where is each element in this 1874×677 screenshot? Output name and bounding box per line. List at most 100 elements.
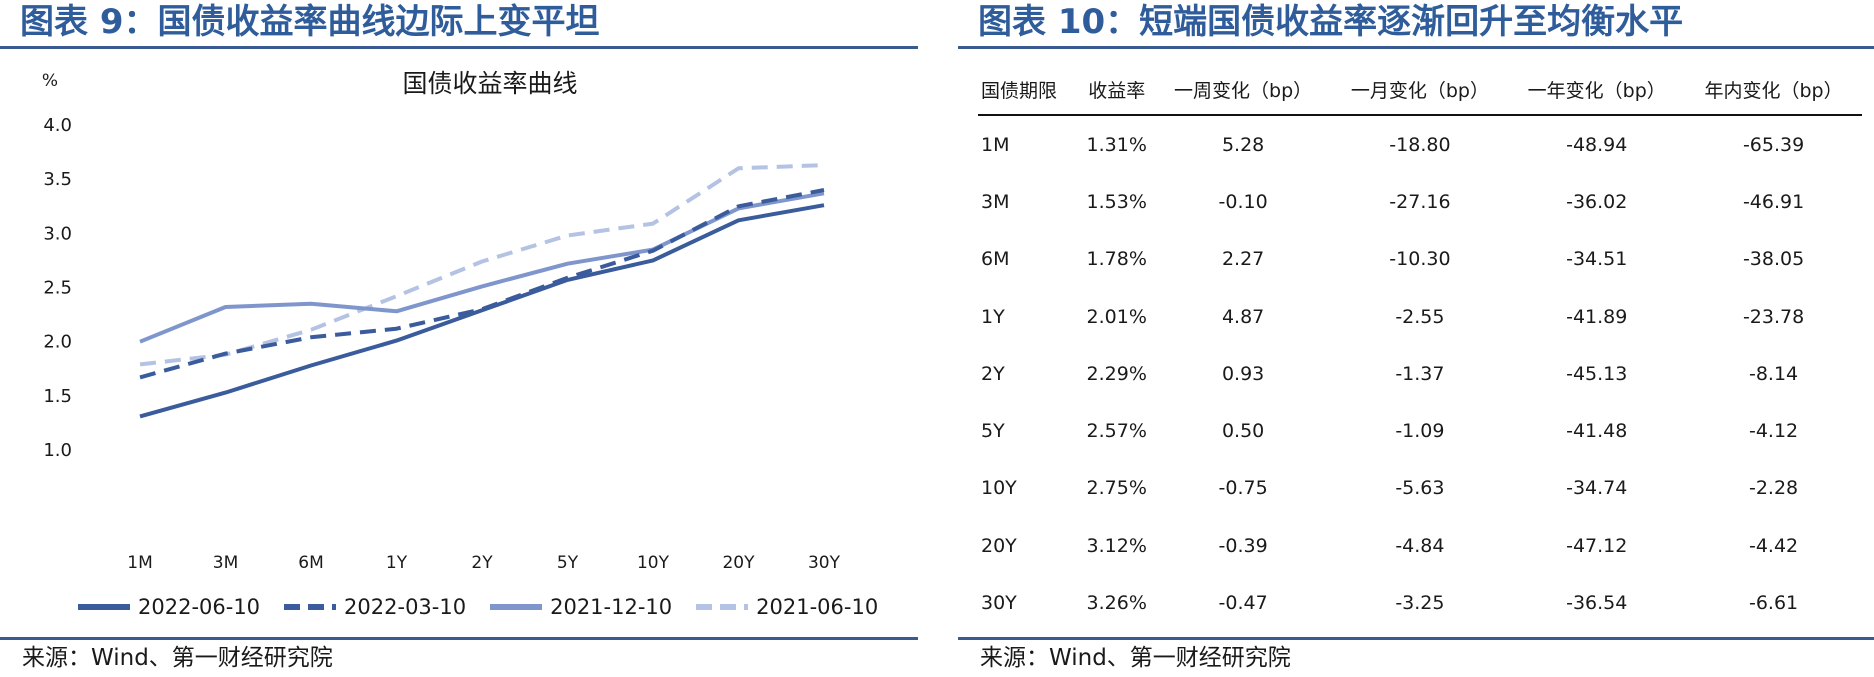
x-tick-label: 30Y	[808, 553, 841, 573]
legend-item: 2021-12-10	[490, 595, 672, 619]
chart-title: 国债收益率曲线	[402, 69, 577, 98]
chart-top-rule	[0, 46, 918, 49]
cell-year-change: -47.12	[1566, 534, 1628, 557]
cell-month-change: -4.84	[1395, 534, 1445, 557]
cell-yield: 2.01%	[1086, 305, 1147, 328]
chart-panel: 图表 9：国债收益率曲线边际上变平坦 国债收益率曲线 % 4.0 3.5 3.0 2.…	[0, 0, 918, 677]
table-row: 1Y 2.01% 4.87 -2.55 -41.89 -23.78	[978, 288, 1862, 345]
y-tick-label: 4.0	[43, 115, 72, 136]
chart-figure-title: 图表 9：国债收益率曲线边际上变平坦	[20, 2, 600, 42]
header-yield: 收益率	[1078, 64, 1155, 116]
header-week-change: 一周变化（bp）	[1154, 64, 1332, 116]
legend-swatch	[696, 604, 749, 610]
series-line-2022-06-10	[139, 203, 825, 419]
header-month-change: 一月变化（bp）	[1331, 64, 1509, 116]
table-bottom-rule	[958, 637, 1874, 640]
legend-swatch	[490, 604, 543, 610]
cell-ytd-change: -46.91	[1742, 190, 1805, 213]
table-figure-title: 图表 10：短端国债收益率逐渐回升至均衡水平	[978, 2, 1684, 42]
x-tick-label: 1M	[127, 553, 152, 573]
series-line-2021-06-10	[139, 163, 825, 367]
cell-ytd-change: -38.05	[1742, 248, 1805, 271]
cell-month-change: -27.16	[1389, 190, 1451, 213]
y-tick-label: 2.0	[43, 332, 72, 353]
cell-week-change: 0.50	[1221, 420, 1265, 443]
table-body: 1M 1.31% 5.28 -18.80 -48.94 -65.39 3M 1.53% -0.1…	[978, 115, 1862, 632]
y-tick-label: 2.5	[43, 278, 72, 299]
cell-yield: 3.12%	[1086, 534, 1147, 557]
x-tick-label: 3M	[213, 553, 238, 573]
cell-week-change: 0.93	[1221, 362, 1265, 385]
cell-year-change: -34.74	[1566, 477, 1628, 500]
chart-bottom-rule	[0, 637, 918, 640]
cell-year-change: -48.94	[1566, 133, 1628, 156]
cell-yield: 2.29%	[1086, 362, 1147, 385]
cell-term: 6M	[981, 248, 1010, 271]
cell-year-change: -36.54	[1566, 592, 1628, 615]
cell-ytd-change: -4.42	[1748, 534, 1799, 557]
cell-year-change: -36.02	[1566, 190, 1628, 213]
cell-week-change: -0.39	[1218, 534, 1268, 557]
y-tick-label: 1.0	[43, 440, 72, 461]
cell-month-change: -10.30	[1389, 248, 1451, 271]
legend-label: 2021-12-10	[550, 595, 673, 619]
series-lines	[139, 163, 825, 419]
cell-ytd-change: -4.12	[1748, 420, 1799, 443]
cell-ytd-change: -65.39	[1742, 133, 1805, 156]
yield-change-table: 国债期限 收益率 一周变化（bp） 一月变化（bp） 一年变化（bp） 年内变化…	[978, 64, 1862, 632]
table-row: 10Y 2.75% -0.75 -5.63 -34.74 -2.28	[978, 460, 1862, 517]
y-axis-ticks: 4.0 3.5 3.0 2.5 2.0 1.5 1.0	[43, 115, 72, 461]
table-header-row: 国债期限 收益率 一周变化（bp） 一月变化（bp） 一年变化（bp） 年内变化…	[978, 64, 1862, 116]
table-row: 6M 1.78% 2.27 -10.30 -34.51 -38.05	[978, 231, 1862, 288]
cell-month-change: -3.25	[1395, 592, 1445, 615]
table-row: 1M 1.31% 5.28 -18.80 -48.94 -65.39	[978, 115, 1862, 173]
cell-week-change: 4.87	[1221, 305, 1265, 328]
legend-swatch	[284, 604, 337, 610]
cell-ytd-change: -6.61	[1748, 592, 1799, 615]
cell-week-change: 5.28	[1221, 133, 1265, 156]
legend-item: 2021-06-10	[696, 595, 878, 619]
legend-item: 2022-06-10	[78, 595, 260, 619]
legend-label: 2022-06-10	[138, 595, 261, 619]
y-tick-label: 3.0	[43, 223, 72, 244]
table-row: 5Y 2.57% 0.50 -1.09 -41.48 -4.12	[978, 402, 1862, 459]
cell-year-change: -34.51	[1566, 248, 1628, 271]
cell-month-change: -5.63	[1395, 477, 1445, 500]
x-tick-label: 5Y	[557, 553, 579, 573]
chart-source: 来源：Wind、第一财经研究院	[22, 645, 333, 671]
yield-curve-chart: 国债收益率曲线 % 4.0 3.5 3.0 2.5 2.0 1.5 1.0 1M 3M 6M 1Y…	[42, 69, 841, 573]
x-tick-label: 1Y	[386, 553, 408, 573]
cell-term: 1M	[981, 133, 1010, 156]
cell-week-change: -0.10	[1218, 190, 1268, 213]
legend-item: 2022-03-10	[284, 595, 466, 619]
cell-year-change: -41.48	[1566, 420, 1628, 443]
cell-year-change: -45.13	[1566, 362, 1628, 385]
cell-month-change: -1.37	[1395, 362, 1445, 385]
cell-week-change: 2.27	[1221, 248, 1265, 271]
legend-label: 2021-06-10	[756, 595, 879, 619]
x-tick-label: 6M	[298, 553, 323, 573]
cell-yield: 1.78%	[1086, 248, 1147, 271]
cell-yield: 1.53%	[1086, 190, 1147, 213]
series-line-2021-12-10	[139, 191, 825, 344]
header-year-change: 一年变化（bp）	[1508, 64, 1686, 116]
y-tick-label: 1.5	[43, 386, 72, 407]
cell-term: 3M	[981, 190, 1010, 213]
cell-month-change: -1.09	[1395, 420, 1445, 443]
legend-label: 2022-03-10	[344, 595, 467, 619]
y-axis-unit: %	[42, 71, 58, 91]
cell-yield: 3.26%	[1086, 592, 1147, 615]
cell-yield: 2.57%	[1086, 420, 1147, 443]
cell-month-change: -18.80	[1389, 133, 1451, 156]
cell-term: 2Y	[981, 362, 1005, 385]
header-term: 国债期限	[978, 64, 1079, 116]
x-axis-ticks: 1M 3M 6M 1Y 2Y 5Y 10Y 20Y 30Y	[127, 553, 840, 573]
table-row: 2Y 2.29% 0.93 -1.37 -45.13 -8.14	[978, 345, 1862, 402]
cell-month-change: -2.55	[1395, 305, 1445, 328]
cell-yield: 1.31%	[1086, 133, 1147, 156]
cell-ytd-change: -23.78	[1742, 305, 1805, 328]
cell-term: 30Y	[981, 592, 1017, 615]
cell-term: 10Y	[981, 477, 1017, 500]
legend-swatch	[78, 604, 130, 610]
x-tick-label: 20Y	[722, 553, 755, 573]
